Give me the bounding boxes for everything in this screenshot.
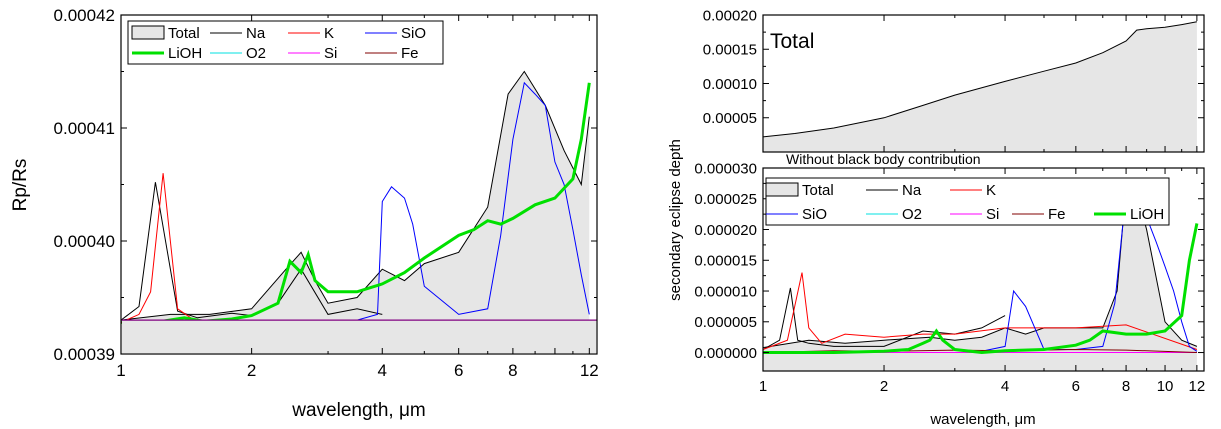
y-tick-label: 0.000020	[694, 222, 757, 239]
y-tick-label: 0.00039	[54, 345, 115, 364]
legend-label-k: K	[986, 182, 996, 199]
y-tick-label: 0.00040	[54, 232, 115, 251]
legend-label-sio: SiO	[802, 206, 827, 223]
legend-swatch-total	[765, 182, 799, 197]
legend-label-na: Na	[902, 182, 922, 199]
y-tick-label: 0.000005	[694, 314, 757, 331]
legend-label-na: Na	[246, 25, 266, 42]
x-axis-label-left: wavelength, μm	[291, 400, 425, 421]
y-axis-label-left: Rp/Rs	[10, 159, 31, 212]
legend-label-lioh: LiOH	[1130, 206, 1164, 223]
series-total-area	[121, 71, 590, 321]
x-tick-label: 10	[1157, 378, 1174, 395]
legend-label-total: Total	[802, 182, 834, 199]
y-tick-label: 0.000030	[694, 160, 757, 177]
x-tick-label: 1	[116, 361, 125, 380]
baseline-fill	[122, 320, 596, 353]
series-total-line	[120, 70, 590, 321]
series-na-line	[762, 287, 1006, 350]
y-tick-label: 0.000025	[694, 191, 757, 208]
legend-label-fe: Fe	[401, 45, 419, 62]
series-lioh-line	[763, 223, 1199, 355]
plot-frame-3	[762, 167, 1205, 372]
legend-label-si: Si	[986, 206, 999, 223]
x-tick-label: 8	[508, 361, 517, 380]
y-tick-label: 0.00005	[703, 110, 757, 127]
series-k-line	[762, 272, 1198, 350]
x-tick-label: 8	[1122, 378, 1130, 395]
y-axis-label-right: secondary eclipse depth	[667, 139, 684, 301]
legend-label-total: Total	[168, 25, 200, 42]
y-tick-label: 0.00041	[54, 119, 115, 138]
x-tick-label: 2	[247, 361, 256, 380]
x-tick-label: 6	[454, 361, 463, 380]
legend-label-lioh: LiOH	[168, 45, 202, 62]
y-tick-label: 0.000015	[694, 253, 757, 270]
x-tick-label: 12	[580, 361, 599, 380]
x-tick-label: 6	[1072, 378, 1080, 395]
annotation-no-blackbody: Without black body contribution	[786, 151, 981, 167]
legend-label-sio: SiO	[401, 25, 426, 42]
x-axis-label-right: wavelength, μm	[929, 411, 1035, 428]
legend-label-o2: O2	[902, 206, 922, 223]
y-tick-label: 0.00010	[703, 76, 757, 93]
x-tick-label: 4	[1001, 378, 1009, 395]
x-tick-label: 12	[1189, 378, 1206, 395]
panel-title-total: Total	[770, 30, 814, 53]
legend-box-right	[765, 177, 1170, 226]
legend-label-fe: Fe	[1048, 206, 1066, 223]
series-lioh-line	[121, 82, 591, 324]
y-tick-label: 0.00042	[54, 6, 115, 25]
y-tick-label: 0.00015	[703, 42, 757, 59]
legend-swatch-total	[131, 25, 165, 40]
x-tick-label: 1	[759, 378, 767, 395]
y-tick-label: 0.000010	[694, 283, 757, 300]
series-total-line	[762, 21, 1197, 138]
y-tick-label: 0.000000	[694, 345, 757, 362]
legend-box-left	[127, 20, 444, 65]
y-tick-label: 0.00020	[703, 7, 757, 24]
series-na-line	[120, 182, 383, 321]
series-total-area	[763, 21, 1197, 152]
legend-label-si: Si	[324, 45, 337, 62]
series-sio-line	[356, 81, 590, 321]
x-tick-label: 2	[880, 378, 888, 395]
legend-label-k: K	[324, 25, 334, 42]
x-tick-label: 4	[378, 361, 387, 380]
legend-label-o2: O2	[246, 45, 266, 62]
